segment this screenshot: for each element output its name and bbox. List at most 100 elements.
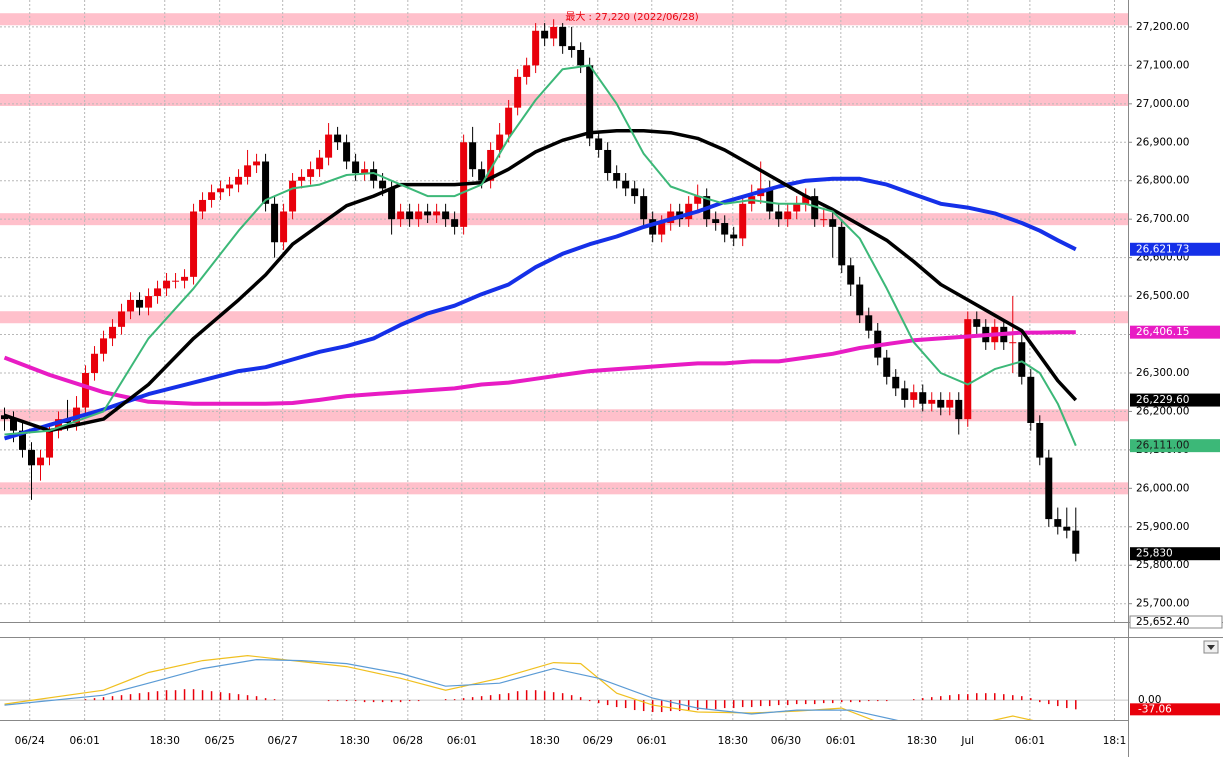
candle-body <box>262 161 270 204</box>
y-tick-label: 25,900.00 <box>1136 521 1189 533</box>
histogram-bar <box>498 694 501 701</box>
histogram-bar <box>1012 695 1014 701</box>
candle-body <box>415 211 423 220</box>
histogram-bar <box>651 700 654 713</box>
histogram-bar <box>642 700 645 712</box>
level-band <box>0 311 1128 324</box>
candle-body <box>793 203 801 212</box>
candle-body <box>496 134 504 150</box>
histogram-bar <box>462 698 465 701</box>
y-tick-label: 26,500.00 <box>1136 290 1189 302</box>
candle-body <box>739 203 747 239</box>
candle-body <box>199 199 207 212</box>
candle-body <box>217 188 225 193</box>
candle-body <box>253 161 261 166</box>
candle-body <box>946 399 954 408</box>
y-tick-label: 27,000.00 <box>1136 98 1189 110</box>
candle-body <box>658 223 666 235</box>
candle-body <box>973 319 981 327</box>
axis-min-label: 25,652.40 <box>1136 616 1189 628</box>
candle-body <box>595 138 603 150</box>
histogram-bar <box>759 700 762 707</box>
histogram-bar <box>930 697 933 701</box>
histogram-bar <box>687 700 690 711</box>
background <box>0 0 1128 720</box>
histogram-bar <box>471 697 474 701</box>
candle-body <box>280 211 288 243</box>
histogram-bar <box>777 700 780 706</box>
x-tick-label: 06:01 <box>447 735 477 747</box>
histogram-bar <box>795 700 798 705</box>
high-annotation: 最大 : 27,220 (2022/06/28) <box>565 10 698 23</box>
candle-body <box>1054 519 1062 527</box>
candle-body <box>1072 530 1080 554</box>
histogram-bar <box>732 700 735 709</box>
candle-body <box>352 161 360 174</box>
x-tick-label: 06/27 <box>268 735 298 747</box>
y-tick-label: 26,300.00 <box>1136 367 1189 379</box>
histogram-bar <box>976 693 978 701</box>
candle-body <box>550 26 558 39</box>
histogram-bar <box>84 699 87 701</box>
histogram-bar <box>1039 700 1041 703</box>
histogram-bar <box>174 690 177 701</box>
candle-body <box>577 49 585 66</box>
histogram-bar <box>246 695 249 701</box>
candle-body <box>316 157 324 170</box>
histogram-bar <box>858 700 861 703</box>
histogram-bar <box>804 700 807 705</box>
x-tick-label: 18:30 <box>340 735 370 747</box>
candle-body <box>388 188 396 220</box>
histogram-bar <box>399 700 402 703</box>
histogram-bar <box>822 700 825 704</box>
histogram-bar <box>156 691 159 701</box>
histogram-bar <box>912 699 915 701</box>
histogram-bar <box>741 700 744 708</box>
candle-body <box>964 319 972 420</box>
histogram-bar <box>813 700 816 705</box>
indicator-line <box>4 658 899 720</box>
histogram-bar <box>210 691 213 701</box>
x-tick-label: 06/24 <box>15 735 46 747</box>
candle-body <box>685 203 693 220</box>
x-tick-label: 18:1 <box>1103 735 1127 747</box>
candle-body <box>1027 376 1035 423</box>
x-tick-label: 18:30 <box>718 735 748 747</box>
x-tick-label: 18:30 <box>907 735 937 747</box>
candle-body <box>937 399 945 408</box>
candle-body <box>37 457 45 466</box>
x-tick-label: 06/25 <box>205 735 235 747</box>
candle-body <box>145 296 153 308</box>
indicator-last-label: -37.06 <box>1138 703 1172 715</box>
candle-body <box>892 376 900 389</box>
histogram-bar <box>129 694 132 701</box>
candle-body <box>334 134 342 143</box>
histogram-bar <box>633 700 636 711</box>
histogram-bar <box>552 692 555 701</box>
candle-body <box>649 219 657 235</box>
candle-body <box>406 211 414 220</box>
y-tick-label: 27,100.00 <box>1136 59 1189 71</box>
candle-body <box>784 211 792 220</box>
histogram-bar <box>678 700 681 712</box>
x-tick-label: 06:01 <box>826 735 856 747</box>
candle-body <box>1036 422 1044 458</box>
histogram-bar <box>201 690 204 701</box>
histogram-bar <box>354 700 357 702</box>
x-tick-label: 18:30 <box>530 735 560 747</box>
level-band <box>0 409 1128 422</box>
histogram-bar <box>579 697 582 701</box>
candle-body <box>505 107 513 135</box>
histogram-bar <box>985 693 987 701</box>
candle-body <box>82 372 90 408</box>
histogram-bar <box>921 698 924 701</box>
candle-body <box>226 184 234 189</box>
candle-body <box>802 196 810 204</box>
level-band <box>0 13 1128 26</box>
candle-body <box>28 449 36 466</box>
histogram-bar <box>345 700 348 702</box>
histogram-bar <box>390 700 393 703</box>
x-tick-label: 06/28 <box>393 735 423 747</box>
candle-body <box>865 315 873 331</box>
